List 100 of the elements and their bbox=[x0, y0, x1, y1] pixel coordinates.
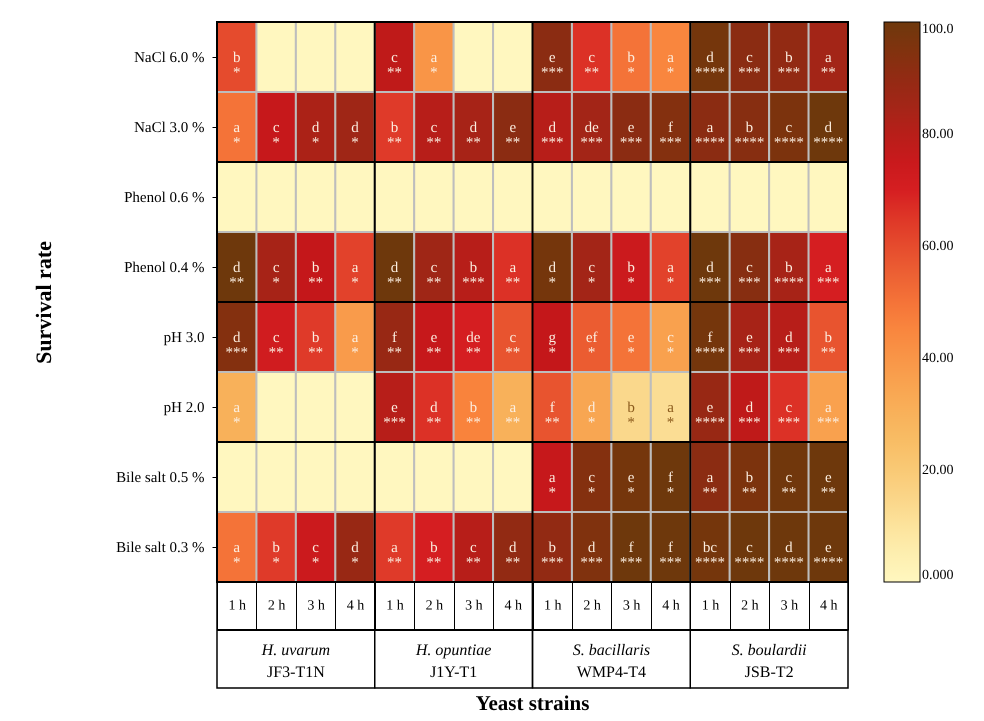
data-label: b ** bbox=[426, 540, 442, 571]
data-label: e **** bbox=[694, 400, 725, 431]
data-label: c * bbox=[588, 470, 596, 501]
data-label: a *** bbox=[817, 260, 840, 291]
data-label: c * bbox=[588, 260, 596, 291]
data-label: c * bbox=[272, 120, 280, 151]
x-axis-title: Yeast strains bbox=[476, 691, 590, 715]
data-label: d * bbox=[351, 540, 360, 571]
x-tick-label: 1 h bbox=[544, 598, 562, 614]
data-label: b * bbox=[272, 540, 280, 571]
data-label: b * bbox=[627, 260, 635, 291]
data-label: a *** bbox=[817, 400, 840, 431]
y-tick-label: Phenol 0.4 % bbox=[124, 260, 204, 276]
data-label: d *** bbox=[738, 400, 761, 431]
y-tick-label: pH 3.0 bbox=[164, 330, 204, 346]
data-label: a * bbox=[666, 400, 674, 431]
data-label: e ** bbox=[426, 330, 442, 361]
data-label: b * bbox=[627, 50, 635, 81]
data-label: f ** bbox=[386, 330, 402, 361]
x-tick-label: 4 h bbox=[346, 598, 364, 614]
data-label: d * bbox=[312, 120, 320, 151]
data-label: c *** bbox=[738, 260, 761, 291]
color-bar-label: 80.00 bbox=[922, 127, 954, 142]
data-label: a * bbox=[232, 400, 240, 431]
data-label: c **** bbox=[734, 540, 764, 571]
data-label: c ** bbox=[386, 50, 402, 81]
x-tick-label: 3 h bbox=[307, 598, 325, 614]
color-bar-label: 40.00 bbox=[922, 351, 954, 366]
data-label: c ** bbox=[268, 330, 284, 361]
y-tick-label: Bile salt 0.5 % bbox=[116, 470, 204, 486]
data-label: d ** bbox=[426, 400, 442, 431]
data-label: c * bbox=[666, 330, 674, 361]
data-label: a * bbox=[430, 50, 438, 81]
x-tick-label: 2 h bbox=[583, 598, 601, 614]
data-label: a * bbox=[351, 330, 359, 361]
y-tick-label: Phenol 0.6 % bbox=[124, 190, 204, 206]
data-label: f *** bbox=[659, 540, 682, 571]
data-label: b * bbox=[232, 50, 240, 81]
x-tick-label: 2 h bbox=[741, 598, 759, 614]
data-label: f * bbox=[666, 470, 674, 501]
data-label: a * bbox=[351, 260, 359, 291]
data-label: b ** bbox=[742, 470, 757, 501]
data-label: e *** bbox=[540, 50, 564, 81]
data-label: a * bbox=[666, 260, 674, 291]
color-bar-label: 0.000 bbox=[922, 568, 954, 583]
data-label: f ** bbox=[544, 400, 560, 431]
data-label: b ** bbox=[308, 330, 324, 361]
data-label: a * bbox=[666, 50, 674, 81]
color-bar-label: 60.00 bbox=[922, 239, 954, 254]
data-label: e *** bbox=[620, 120, 642, 151]
x-tick-label: 2 h bbox=[426, 598, 444, 614]
data-label: d ** bbox=[386, 260, 402, 291]
data-label: d **** bbox=[774, 540, 804, 571]
data-label: f *** bbox=[659, 120, 682, 151]
text: H. opuntiae bbox=[414, 642, 492, 659]
text: S. bacillaris bbox=[572, 642, 650, 659]
x-tick-label: 4 h bbox=[820, 598, 838, 614]
data-label: b ** bbox=[466, 400, 481, 431]
data-label: d *** bbox=[540, 120, 564, 151]
data-label: d * bbox=[351, 120, 360, 151]
x-tick-label: 4 h bbox=[662, 598, 680, 614]
data-label: b **** bbox=[774, 260, 804, 291]
data-label: d **** bbox=[813, 120, 844, 151]
y-tick-label: Bile salt 0.3 % bbox=[116, 540, 204, 556]
data-label: b ** bbox=[386, 120, 402, 151]
data-label: de *** bbox=[580, 120, 603, 151]
data-label: a ** bbox=[386, 540, 402, 571]
x-tick-label: 3 h bbox=[622, 598, 640, 614]
data-label: f **** bbox=[694, 330, 725, 361]
data-label: b *** bbox=[778, 50, 800, 81]
y-axis-title: Survival rate bbox=[31, 240, 56, 364]
data-label: c * bbox=[312, 540, 320, 571]
data-label: bc **** bbox=[694, 540, 725, 571]
data-label: d *** bbox=[698, 260, 722, 291]
data-label: de ** bbox=[466, 330, 481, 361]
data-label: d * bbox=[548, 260, 556, 291]
data-label: c **** bbox=[774, 120, 804, 151]
data-label: b *** bbox=[462, 260, 485, 291]
color-bar-label: 100.0 bbox=[922, 22, 954, 37]
data-label: d ** bbox=[229, 260, 244, 291]
data-label: e ** bbox=[820, 470, 836, 501]
data-label: b *** bbox=[540, 540, 564, 571]
data-label: c ** bbox=[426, 120, 442, 151]
data-label: b ** bbox=[308, 260, 324, 291]
data-label: a * bbox=[548, 470, 556, 501]
text: H. uvarum bbox=[260, 642, 330, 659]
x-tick-label: 1 h bbox=[702, 598, 720, 614]
text: WMP4-T4 bbox=[576, 664, 646, 681]
data-label: c ** bbox=[584, 50, 600, 81]
data-label: g * bbox=[548, 330, 556, 361]
data-label: d * bbox=[588, 400, 596, 431]
data-label: a * bbox=[232, 120, 240, 151]
data-label: f *** bbox=[620, 540, 642, 571]
data-label: d ** bbox=[466, 120, 481, 151]
data-label: a **** bbox=[694, 120, 725, 151]
data-label: d **** bbox=[694, 50, 725, 81]
data-label: d *** bbox=[580, 540, 603, 571]
x-tick-label: 1 h bbox=[386, 598, 404, 614]
x-tick-label: 3 h bbox=[465, 598, 483, 614]
data-label: b * bbox=[627, 400, 635, 431]
